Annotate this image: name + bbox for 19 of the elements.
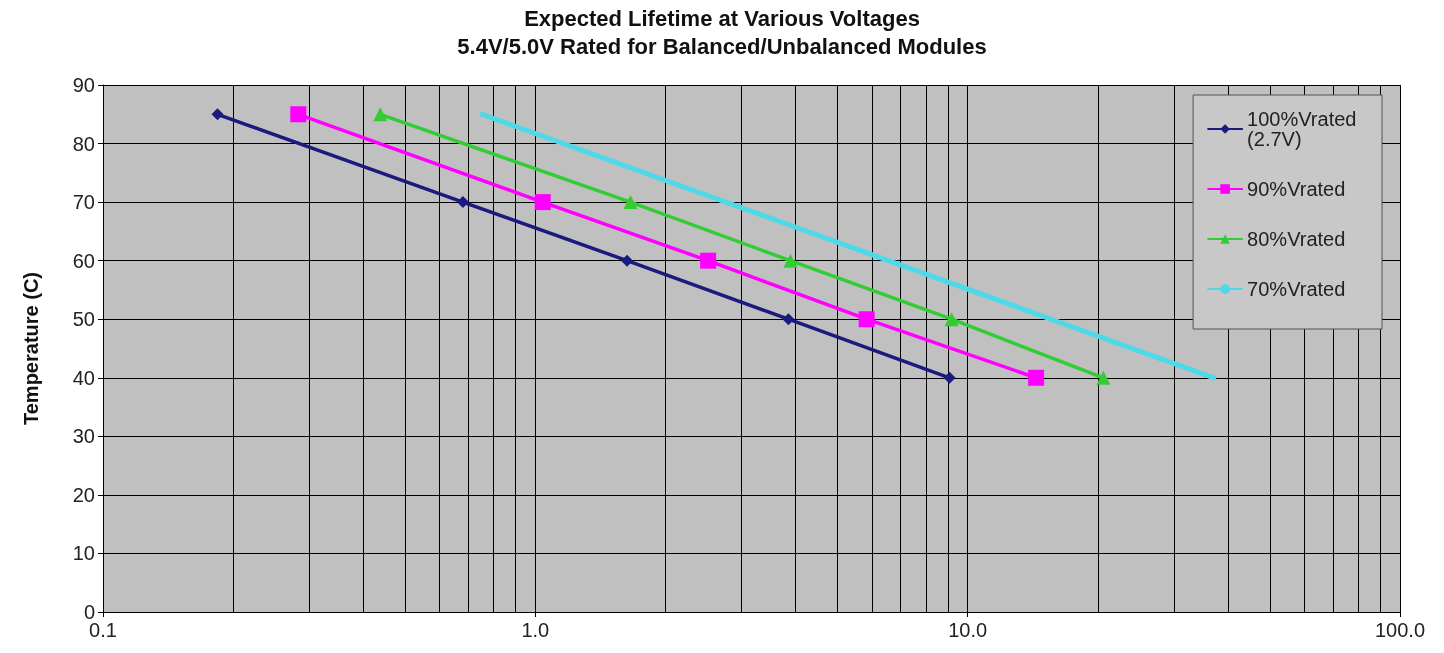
y-tick-label: 90 — [72, 74, 95, 96]
y-tick-label: 60 — [72, 249, 95, 272]
legend-label: 90%Vrated — [1247, 178, 1346, 200]
x-tick-label: 1.0 — [521, 619, 550, 641]
x-tick-label: 100.0 — [1374, 619, 1426, 641]
legend-label: 80%Vrated — [1247, 228, 1346, 250]
y-tick-label: 10 — [72, 542, 95, 565]
x-tick-label: 10.0 — [948, 619, 988, 641]
y-tick-label: 40 — [72, 366, 95, 389]
y-tick-label: 30 — [72, 425, 95, 448]
y-tick-label: 20 — [72, 483, 95, 506]
legend-label: 70%Vrated — [1247, 278, 1346, 300]
y-axis-title: Temperature (C) — [20, 272, 42, 425]
legend-label: 100%Vrated (2.7V) — [1247, 108, 1363, 150]
y-tick-label: 70 — [72, 191, 95, 214]
y-tick-label: 50 — [72, 308, 95, 331]
chart-subtitle: 5.4V/5.0V Rated for Balanced/Unbalanced Modules — [457, 33, 987, 59]
y-tick-label: 80 — [72, 132, 95, 155]
chart-title: Expected Lifetime at Various Voltages — [524, 5, 920, 31]
